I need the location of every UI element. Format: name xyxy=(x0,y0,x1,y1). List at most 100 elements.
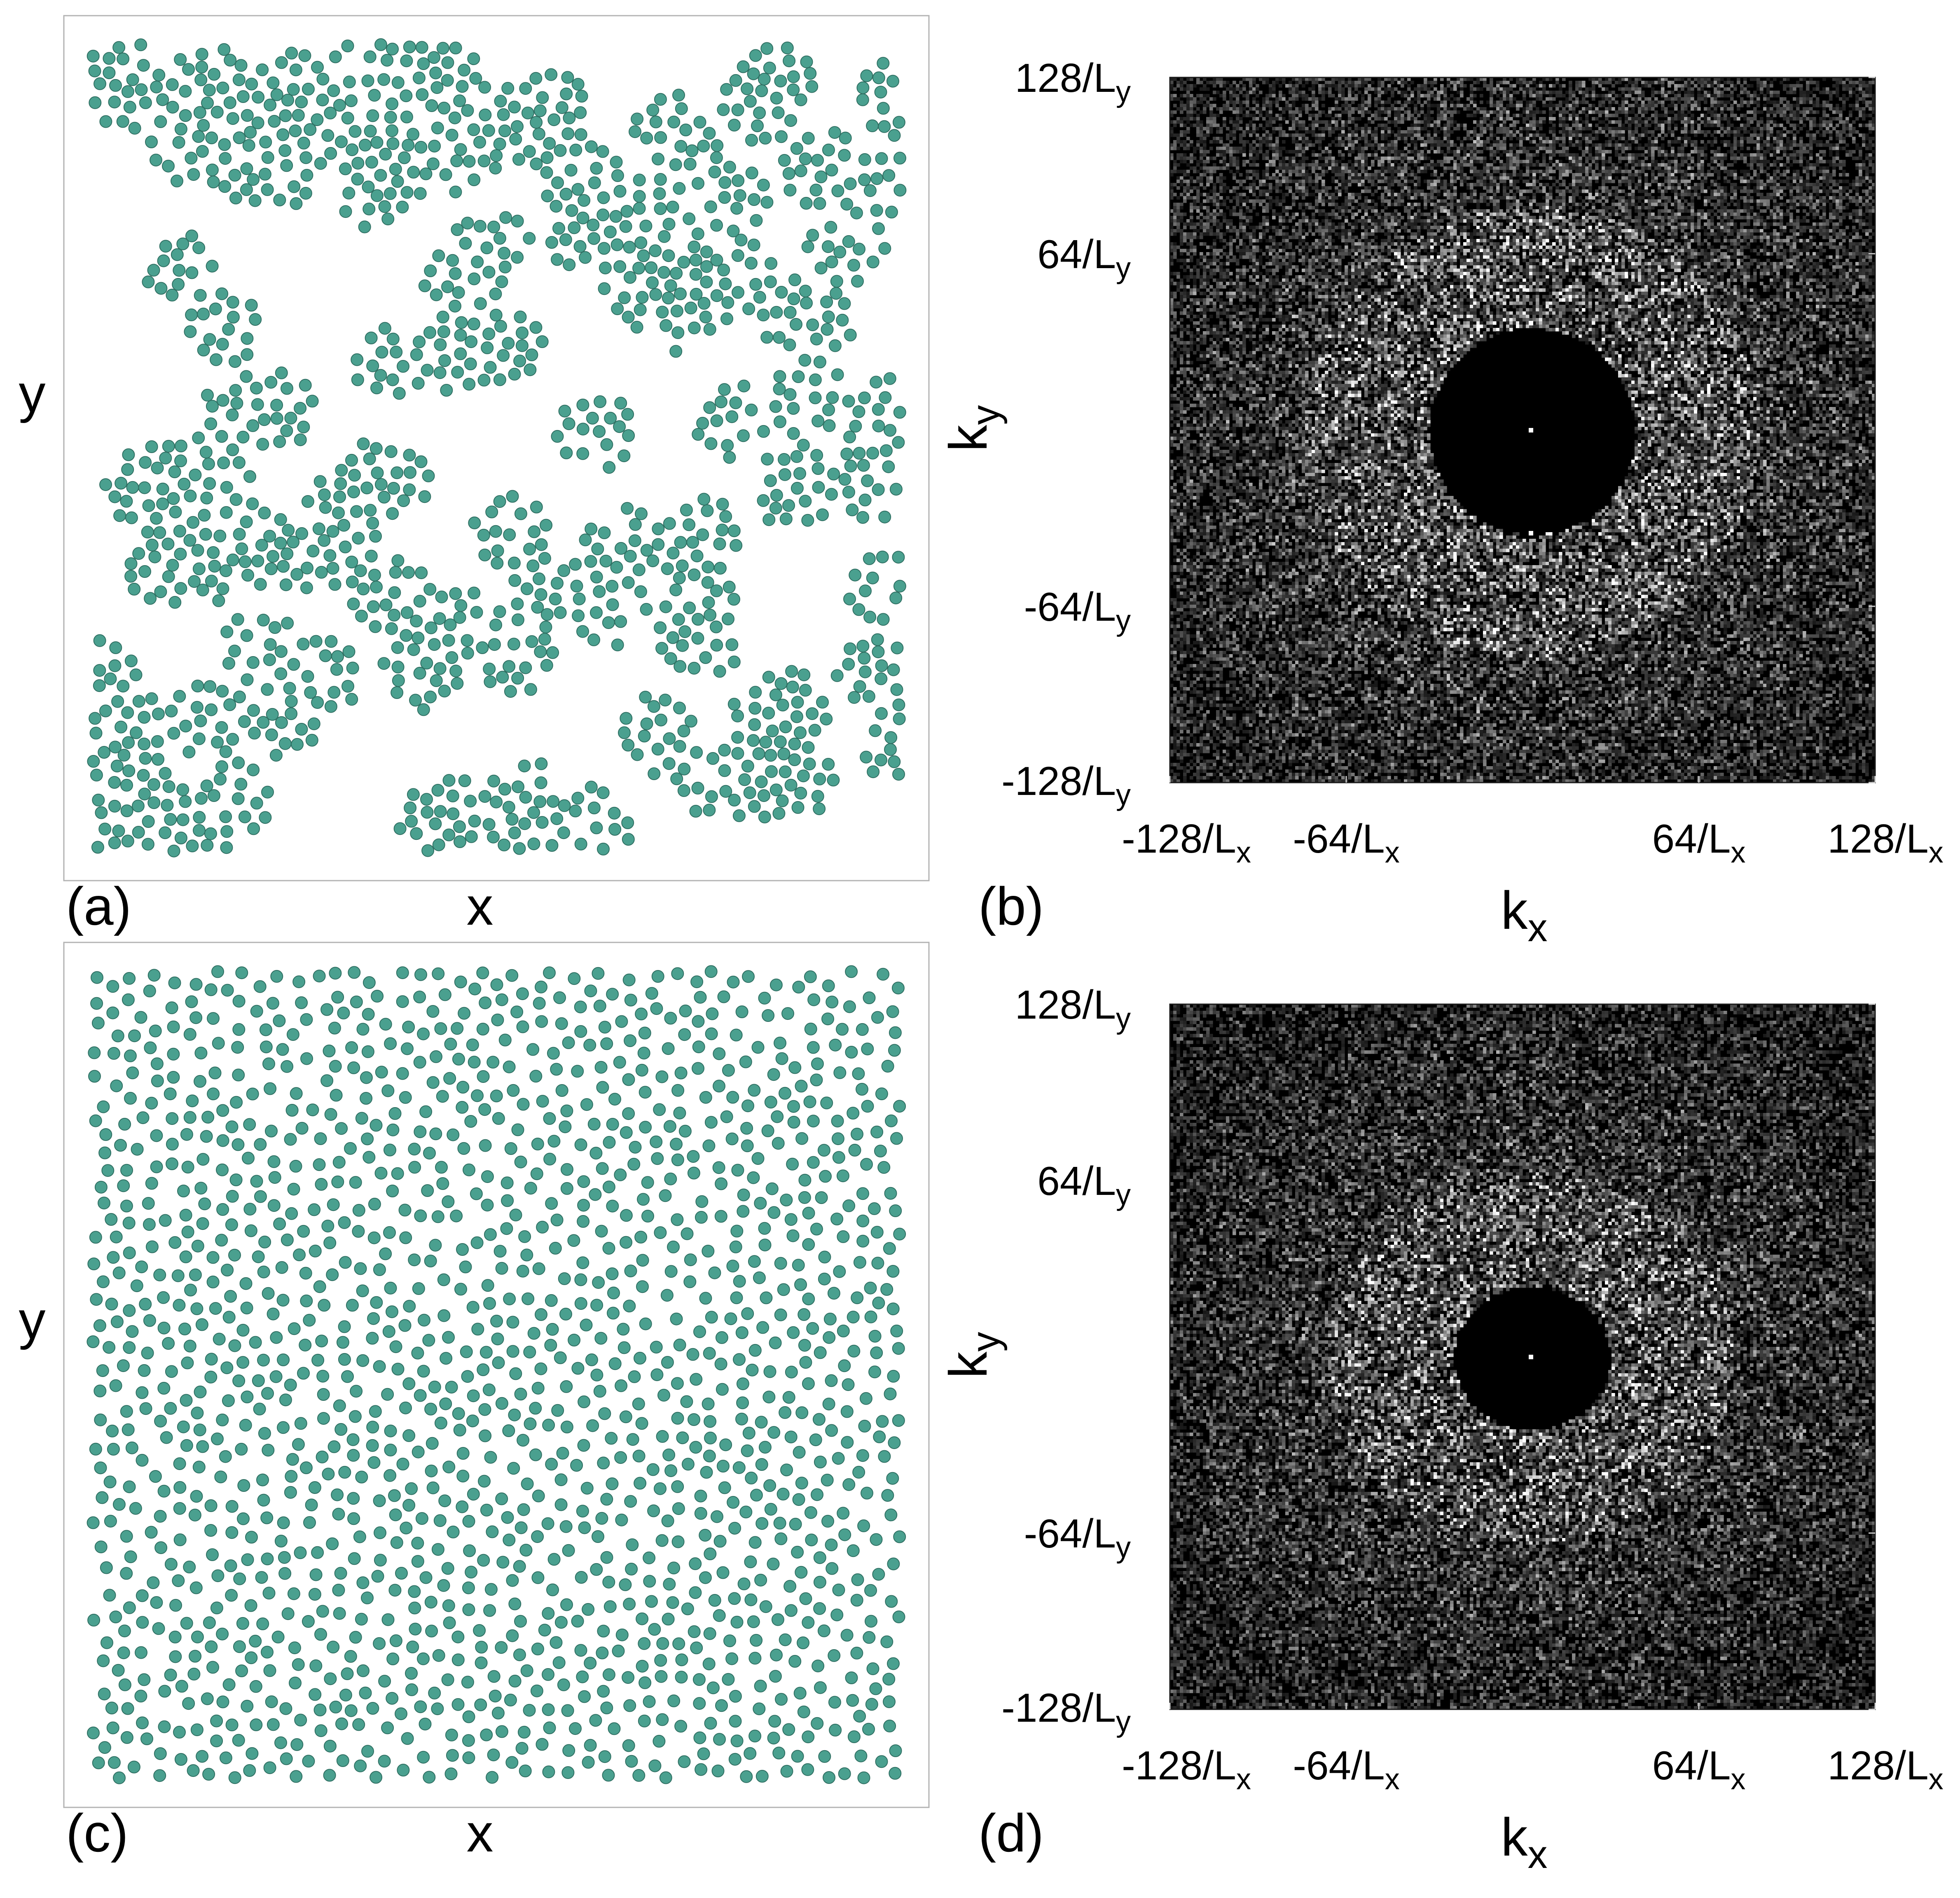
particle xyxy=(845,460,857,472)
particle xyxy=(790,318,802,330)
particle xyxy=(603,617,615,629)
particle xyxy=(697,529,709,541)
particle xyxy=(91,769,103,781)
particle xyxy=(339,541,351,553)
particle xyxy=(461,635,473,647)
particle xyxy=(246,78,257,90)
particle xyxy=(894,407,906,418)
particle xyxy=(366,156,378,168)
particle xyxy=(468,174,480,186)
particle xyxy=(193,825,205,837)
particle xyxy=(655,93,667,105)
particle xyxy=(320,650,332,662)
particle xyxy=(205,704,217,716)
particle xyxy=(681,504,692,516)
particle xyxy=(812,463,824,474)
particle xyxy=(844,643,856,655)
particle xyxy=(573,593,585,605)
particle xyxy=(100,479,112,491)
particle xyxy=(442,57,454,69)
particle xyxy=(481,342,493,354)
particle xyxy=(848,692,860,704)
particle xyxy=(302,83,314,95)
particle xyxy=(454,95,465,107)
particle xyxy=(352,157,364,169)
particle xyxy=(185,152,197,164)
particle xyxy=(650,289,662,301)
particle xyxy=(200,446,212,458)
particle xyxy=(221,825,233,837)
particle xyxy=(879,392,891,404)
particle xyxy=(138,59,150,71)
particle xyxy=(710,621,722,633)
particle xyxy=(219,139,231,151)
particle xyxy=(893,713,905,725)
particle xyxy=(276,367,288,379)
particle xyxy=(258,414,270,425)
particle xyxy=(166,289,178,301)
particle xyxy=(813,803,825,815)
particle xyxy=(884,743,896,755)
particle xyxy=(738,380,750,392)
particle xyxy=(702,561,714,573)
particle xyxy=(325,636,337,647)
particle xyxy=(655,714,667,726)
particle xyxy=(193,563,205,575)
particle xyxy=(498,247,510,259)
particle xyxy=(879,243,891,255)
particle xyxy=(634,202,646,214)
particle xyxy=(670,159,682,171)
particle xyxy=(393,675,405,687)
particle xyxy=(697,140,709,152)
particle xyxy=(853,243,865,255)
particle xyxy=(622,430,634,442)
particle xyxy=(364,504,376,516)
particle xyxy=(812,482,824,493)
particle xyxy=(706,791,718,803)
particle xyxy=(711,639,723,651)
particle xyxy=(621,206,633,217)
particle xyxy=(204,680,216,692)
particle xyxy=(809,392,821,404)
particle xyxy=(763,514,775,526)
particle xyxy=(894,152,906,164)
particle xyxy=(187,168,199,180)
particle xyxy=(418,58,430,70)
particle xyxy=(390,566,402,578)
particle xyxy=(692,228,704,240)
particle xyxy=(690,746,702,758)
particle xyxy=(280,110,292,122)
particle xyxy=(793,371,805,383)
particle xyxy=(683,519,695,531)
particle xyxy=(390,163,402,175)
particle xyxy=(826,489,837,500)
particle xyxy=(274,194,285,206)
particle xyxy=(799,495,811,507)
particle xyxy=(103,67,115,79)
particle xyxy=(762,707,774,719)
particle xyxy=(198,509,210,521)
particle xyxy=(732,286,744,298)
particle xyxy=(859,494,871,506)
particle xyxy=(872,420,884,432)
particle xyxy=(749,702,761,714)
particle xyxy=(559,405,571,417)
particle xyxy=(688,662,700,674)
particle xyxy=(177,784,189,796)
particle xyxy=(512,672,524,684)
particle xyxy=(135,39,147,51)
particle xyxy=(761,196,773,208)
particle xyxy=(200,528,212,540)
particle xyxy=(825,221,837,233)
particle xyxy=(152,708,164,720)
particle xyxy=(229,169,241,181)
particle xyxy=(536,91,548,103)
particle xyxy=(678,785,690,797)
particle xyxy=(723,581,735,593)
particle xyxy=(773,332,785,344)
particle xyxy=(237,431,249,443)
particle xyxy=(282,94,294,106)
particle xyxy=(310,636,322,647)
particle xyxy=(175,440,187,452)
particle xyxy=(163,570,175,582)
